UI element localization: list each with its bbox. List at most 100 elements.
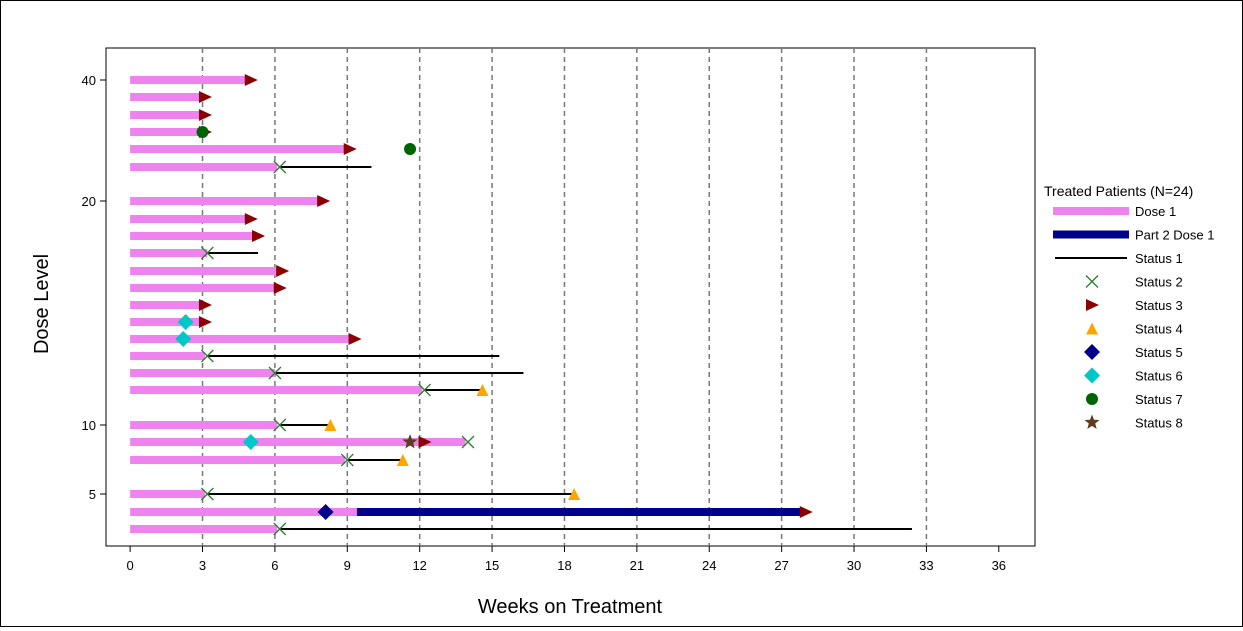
legend-label: Status 2 — [1135, 275, 1183, 290]
legend-entry-9: Status 7 — [1086, 392, 1183, 407]
legend-label: Part 2 Dose 1 — [1135, 228, 1215, 243]
plot-area — [105, 47, 1036, 547]
dose1-bar-21 — [130, 456, 345, 464]
dose1-bar-1 — [130, 76, 246, 84]
dose1-bar-13 — [130, 301, 203, 309]
status3-marker — [244, 213, 258, 225]
y-tick-label: 40 — [82, 73, 96, 88]
legend-swatch — [1086, 299, 1099, 311]
status3-marker — [198, 109, 212, 121]
x-tick-label: 33 — [919, 558, 933, 573]
dose1-bar-20 — [130, 438, 466, 446]
status2-marker — [268, 366, 282, 380]
legend-label: Status 8 — [1135, 416, 1183, 431]
y-axis-label: Dose Level — [31, 254, 53, 354]
status6-marker — [175, 331, 192, 347]
status3-marker — [198, 316, 212, 328]
status8-marker — [402, 434, 418, 449]
legend-entry-6: Status 4 — [1086, 322, 1183, 337]
dose1-bar-7 — [130, 197, 321, 205]
status2-marker — [200, 349, 214, 363]
status4-marker — [396, 454, 409, 466]
x-tick-label: 0 — [127, 558, 134, 573]
y-tick-label: 5 — [89, 487, 96, 502]
dose1-bar-16 — [130, 352, 205, 360]
x-tick-label: 9 — [344, 558, 351, 573]
dose1-bar-17 — [130, 369, 275, 377]
x-tick-label: 30 — [847, 558, 861, 573]
legend-entry-1: Dose 1 — [1053, 204, 1176, 219]
status3-marker — [198, 299, 212, 311]
legend: Treated Patients (N=24) Dose 1 Part 2 Dose… — [1044, 183, 1215, 431]
status7-marker — [196, 126, 209, 138]
legend-swatch — [1085, 275, 1099, 288]
dose1-bar-5 — [130, 145, 348, 153]
x-tick-label: 27 — [774, 558, 788, 573]
status2-marker — [200, 246, 214, 260]
dose1-bar-18 — [130, 386, 423, 394]
dose1-bar-10 — [130, 249, 208, 257]
x-tick-label: 24 — [702, 558, 716, 573]
x-axis-label: Weeks on Treatment — [478, 596, 663, 618]
status2-marker — [461, 435, 475, 449]
legend-label: Dose 1 — [1135, 204, 1176, 219]
legend-entry-7: Status 5 — [1084, 344, 1183, 360]
legend-swatch — [1053, 230, 1129, 239]
legend-entry-4: Status 2 — [1085, 275, 1183, 290]
legend-label: Status 4 — [1135, 322, 1183, 337]
dose1-bar-3 — [130, 111, 203, 119]
dose1-bar-19 — [130, 421, 278, 429]
legend-entry-10: Status 8 — [1084, 414, 1183, 431]
dose1-bar-11 — [130, 267, 278, 275]
x-tick-label: 12 — [412, 558, 426, 573]
legend-label: Status 1 — [1135, 251, 1183, 266]
status3-marker — [418, 436, 432, 448]
x-tick-label: 21 — [630, 558, 644, 573]
legend-swatch — [1084, 414, 1100, 429]
status2-marker — [273, 522, 287, 536]
status5-marker — [317, 504, 334, 520]
legend-swatch — [1053, 207, 1129, 215]
status3-marker — [799, 506, 813, 518]
legend-swatch — [1086, 393, 1098, 405]
x-axis: 0 3 6 9 12 15 18 21 24 27 30 33 36 — [127, 546, 1006, 573]
status4-marker — [568, 488, 581, 500]
dose1-bar-14 — [130, 318, 203, 326]
legend-entry-2: Part 2 Dose 1 — [1053, 228, 1215, 243]
dose1-bar-15 — [130, 335, 350, 343]
status-markers — [175, 74, 813, 536]
legend-entry-3: Status 1 — [1055, 251, 1183, 266]
dose1-bar-12 — [130, 284, 275, 292]
status3-marker — [244, 74, 258, 86]
status3-marker — [276, 265, 290, 277]
y-tick-label: 10 — [82, 418, 96, 433]
status3-marker — [252, 230, 266, 242]
x-tick-label: 3 — [199, 558, 206, 573]
dose1-bar-9 — [130, 232, 254, 240]
x-tick-label: 18 — [557, 558, 571, 573]
x-tick-label: 36 — [992, 558, 1006, 573]
status2-marker — [273, 418, 287, 432]
y-axis: 5 10 20 40 — [82, 73, 106, 502]
status3-marker — [348, 333, 362, 345]
status3-marker — [198, 91, 212, 103]
part2-bar-23 — [356, 508, 801, 516]
dose1-bar-22 — [130, 490, 205, 498]
dose1-bar-6 — [130, 163, 278, 171]
legend-entry-5: Status 3 — [1086, 298, 1183, 313]
status2-marker — [418, 383, 431, 397]
dose1-bar-23 — [130, 508, 357, 516]
legend-swatch — [1084, 344, 1100, 360]
status2-marker — [340, 453, 354, 467]
legend-title: Treated Patients (N=24) — [1044, 183, 1193, 199]
x-tick-label: 15 — [485, 558, 499, 573]
status7-marker — [404, 143, 417, 155]
status4-marker — [324, 419, 337, 431]
dose1-bar-4 — [130, 128, 203, 136]
status6-marker — [177, 314, 194, 330]
legend-label: Status 6 — [1135, 369, 1183, 384]
status3-marker — [317, 195, 331, 207]
status4-marker — [476, 384, 489, 396]
